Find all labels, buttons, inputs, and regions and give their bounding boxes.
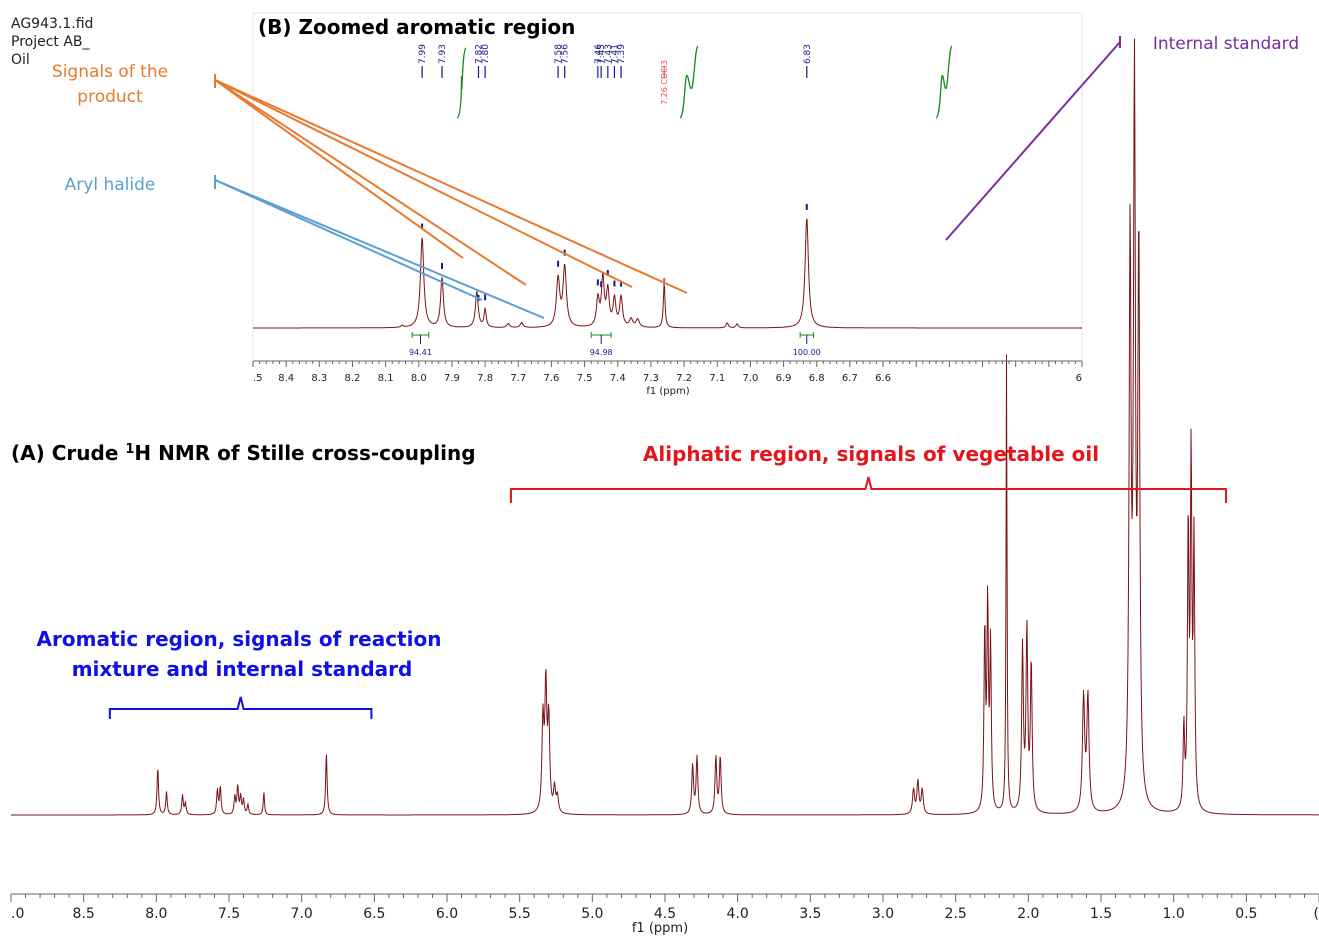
aryl-halide-label: Aryl halide	[65, 175, 156, 195]
x-tick-label-a: 2.5	[945, 906, 967, 922]
x-tick-label-a: 1.0	[1163, 906, 1185, 922]
aliphatic-region-label: Aliphatic region, signals of vegetable o…	[643, 442, 1099, 466]
x-tick-label-b: 6.6	[875, 373, 891, 384]
x-tick-label-b: 7.9	[444, 373, 460, 384]
product-label-line-1: Signals of the	[52, 62, 168, 82]
x-tick-label-b: 8.1	[378, 373, 394, 384]
x-tick-label-a: 5.5	[509, 906, 531, 922]
internal-standard-label: Internal standard	[1153, 34, 1299, 54]
solvent-label: 7.26 CDCl3	[660, 60, 669, 105]
peak-label: 7.46	[594, 44, 604, 64]
integral-value: 94.98	[590, 348, 613, 357]
x-tick-label-a: (	[1314, 906, 1319, 922]
integral-value: 100.00	[793, 348, 821, 357]
x-tick-label-b: 6.8	[809, 373, 825, 384]
x-tick-label-b: 7.2	[676, 373, 692, 384]
x-tick-label-b: 7.0	[742, 373, 758, 384]
x-tick-label-a: 6.0	[436, 906, 458, 922]
integral-curve	[679, 45, 699, 119]
aromatic-region-label-line-2: mixture and internal standard	[72, 657, 413, 681]
standard-pointer	[945, 41, 1121, 241]
spectrum-line-a	[11, 38, 1319, 816]
peak-label: 7.82	[474, 44, 484, 64]
x-axis-label-b: f1 (ppm)	[646, 386, 689, 397]
product-pointer	[214, 79, 688, 294]
x-tick-label-b: 8.0	[411, 373, 427, 384]
panel-b-title: (B) Zoomed aromatic region	[258, 15, 575, 39]
x-tick-label-b: 8.4	[278, 373, 294, 384]
integral-curve	[935, 45, 953, 119]
aromatic-region-label-line-1: Aromatic region, signals of reaction	[37, 627, 442, 651]
aryl-pointer	[214, 179, 483, 301]
product-pointer	[214, 79, 464, 259]
x-tick-label-a: 7.0	[291, 906, 313, 922]
x-axis-label-a: f1 (ppm)	[632, 921, 688, 936]
x-tick-label-a: 1.5	[1090, 906, 1112, 922]
panel-a-title-text: (A) Crude 1H NMR of Stille cross-couplin…	[11, 441, 476, 465]
x-tick-label-a: 0.5	[1235, 906, 1257, 922]
x-tick-label-b: .5	[253, 373, 263, 384]
x-tick-label-b: 8.3	[311, 373, 327, 384]
x-tick-label-a: 3.5	[799, 906, 821, 922]
x-tick-label-a: 5.0	[581, 906, 603, 922]
annotations: Signals of the product Aryl halide Internal…	[37, 34, 1299, 719]
product-pointer	[214, 79, 527, 286]
peak-label: 7.58	[554, 44, 564, 64]
x-tick-label-b: 7.7	[510, 373, 526, 384]
peak-label: 7.93	[438, 44, 448, 64]
x-tick-label-b: 7.4	[610, 373, 626, 384]
x-tick-label-b: 7.3	[643, 373, 659, 384]
peak-label: 7.45	[597, 44, 607, 64]
x-tick-label-b: 8.2	[345, 373, 361, 384]
x-tick-label-b: 6.9	[776, 373, 792, 384]
x-tick-label-a: 6.5	[363, 906, 385, 922]
x-tick-label-a: 7.5	[218, 906, 240, 922]
panel-a-plot: .0 8.5 8.0 7.5 7.0 6.5 6.0 5.5 5.0 4.5 4.0 3.5 3.0 2.…	[10, 38, 1319, 936]
peak-label: 7.56	[561, 44, 571, 64]
x-tick-label-a: 8.0	[145, 906, 167, 922]
peak-label: 7.99	[418, 44, 428, 64]
panel-a-title: (A) Crude 1H NMR of Stille cross-couplin…	[11, 441, 476, 465]
x-tick-label-b: 7.8	[477, 373, 493, 384]
product-pointer	[214, 79, 633, 288]
aromatic-bracket	[108, 696, 373, 719]
peak-label: 7.80	[481, 44, 491, 64]
integral-value: 94.41	[409, 348, 432, 357]
peak-label: 7.39	[617, 44, 627, 64]
integral-curve	[456, 47, 467, 119]
x-tick-label-b: 7.5	[577, 373, 593, 384]
x-tick-label-a: 3.0	[872, 906, 894, 922]
x-tick-label-b: 6.7	[842, 373, 858, 384]
x-tick-label-b: 6	[1076, 373, 1082, 384]
x-tick-label-a: .0	[11, 906, 24, 922]
aliphatic-bracket	[509, 476, 1227, 503]
x-tick-label-b: 7.6	[543, 373, 559, 384]
aryl-pointer	[214, 179, 545, 319]
x-tick-label-b: 7.1	[709, 373, 725, 384]
product-label-line-2: product	[77, 87, 143, 107]
peak-label: 7.43	[604, 44, 614, 64]
x-tick-label-a: 4.5	[654, 906, 676, 922]
x-tick-label-a: 4.0	[727, 906, 749, 922]
spectrum-line-b	[253, 218, 1082, 329]
x-tick-label-a: 2.0	[1017, 906, 1039, 922]
peak-label: 7.41	[610, 44, 620, 64]
x-tick-label-a: 8.5	[73, 906, 95, 922]
peak-label: 6.83	[803, 44, 813, 64]
panel-b-plot: 7.99 7.93 7.827.80 7.587.56 7.467.457.437.41…	[252, 44, 1083, 397]
file-info-line-3: Oil	[11, 52, 30, 68]
file-info-line-1: AG943.1.fid	[11, 16, 93, 32]
file-info-line-2: Project AB_	[11, 34, 91, 50]
